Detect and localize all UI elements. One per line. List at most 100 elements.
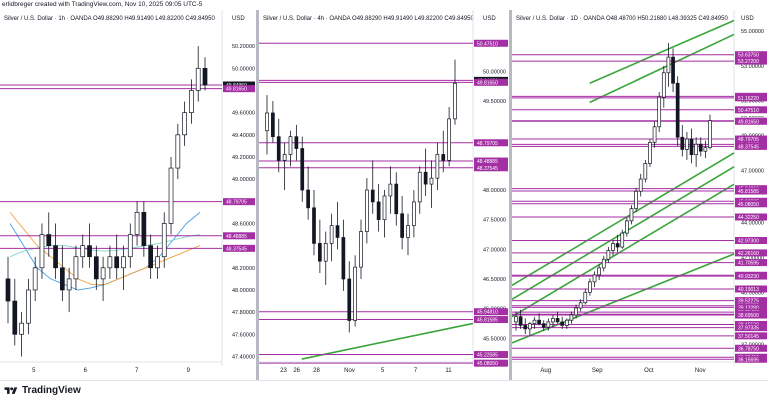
chart-header: Silver / U.S. Dollar · 1D · OANDA O48.48…: [516, 16, 728, 22]
candle-body: [694, 143, 698, 156]
y-tick-label: 40.00000: [741, 290, 764, 296]
price-level-tag: [474, 139, 508, 147]
moving-average-line: [9, 234, 201, 258]
candle-body: [685, 138, 689, 150]
price-level-tag: [735, 200, 767, 208]
y-tick-label: 44.00000: [741, 221, 764, 227]
x-tick-label: Aug: [540, 368, 551, 374]
price-level-tag: [474, 359, 508, 367]
price-level-label: 48.48885: [477, 159, 498, 165]
y-tick-label: 48.60000: [232, 221, 255, 227]
price-level-tag: [223, 232, 255, 240]
candle-body: [698, 143, 703, 152]
candle-body: [643, 163, 648, 180]
candle-body: [370, 189, 375, 203]
candle-body: [353, 266, 357, 321]
y-tick-label: 51.00000: [741, 99, 764, 105]
price-level-label: 50.47510: [738, 108, 759, 114]
price-level-label: 36.15695: [738, 357, 759, 363]
candle-body: [429, 177, 434, 185]
chart-1h-canvas[interactable]: Silver / U.S. Dollar · 1h · OANDA O49.88…: [0, 10, 256, 380]
price-level-label: 48.37545: [738, 144, 759, 150]
y-tick-label: 48.00000: [232, 288, 255, 294]
price-level-label: 50.47510: [477, 41, 498, 47]
chart-1d-canvas[interactable]: Silver / U.S. Dollar · 1D · OANDA O48.48…: [512, 10, 768, 380]
x-tick-label: 11: [445, 368, 452, 374]
candle-body: [394, 183, 399, 215]
candle-body: [306, 189, 310, 209]
x-tick-label: 7: [135, 368, 139, 374]
y-tick-label: 49.20000: [232, 155, 255, 161]
candle-body: [597, 267, 601, 276]
price-level-label: 48.37545: [226, 246, 247, 252]
price-level-tag: [735, 117, 767, 125]
tradingview-logo[interactable]: TradingView: [4, 385, 81, 396]
candle-body: [87, 245, 92, 258]
price-level-label: 37.50145: [738, 334, 759, 340]
candle-body: [276, 136, 281, 161]
candle-body: [592, 274, 597, 283]
chart-panel-1h[interactable]: Silver / U.S. Dollar · 1h · OANDA O49.88…: [0, 10, 256, 380]
candle-body: [417, 171, 422, 203]
candle-body: [376, 201, 381, 221]
candle-body: [569, 314, 574, 321]
candle-body: [675, 82, 680, 138]
chart-panel-4h[interactable]: Silver / U.S. Dollar · 4h · OANDA O49.88…: [259, 10, 509, 380]
y-tick-label: 49.00000: [232, 177, 255, 183]
candle-body: [551, 318, 555, 323]
price-level-tag: [735, 272, 767, 280]
trend-line: [512, 152, 735, 287]
candle-body: [148, 245, 154, 269]
price-level-label: 41.70595: [738, 261, 759, 267]
y-tick-label: 47.50000: [483, 218, 506, 224]
x-tick-label: Oct: [644, 368, 654, 374]
candle-body: [541, 323, 546, 328]
candle-body: [671, 56, 675, 84]
candle-body: [689, 138, 694, 156]
chart-4h-canvas[interactable]: Silver / U.S. Dollar · 4h · OANDA O49.88…: [259, 10, 509, 380]
price-level-tag: [474, 308, 508, 316]
y-tick-label: 49.50000: [483, 99, 506, 105]
candle-body: [195, 67, 201, 91]
candle-body: [46, 234, 52, 246]
y-tick-label: 53.00000: [741, 64, 764, 70]
x-tick-label: 28: [313, 368, 320, 374]
price-level-tag: [735, 332, 767, 340]
price-level-label: 45.08050: [738, 202, 759, 208]
candle-body: [680, 136, 685, 150]
candle-body: [661, 72, 666, 98]
currency-label: USD: [741, 16, 754, 22]
candle-body: [59, 267, 65, 291]
y-tick-label: 47.00000: [483, 247, 506, 253]
candle-body: [423, 171, 428, 185]
panel-divider[interactable]: [256, 10, 259, 380]
y-tick-label: 50.00000: [483, 69, 506, 75]
y-tick-label: 46.50000: [483, 277, 506, 283]
candle-body: [412, 201, 416, 226]
x-tick-label: 7: [414, 368, 418, 374]
y-tick-label: 42.00000: [741, 255, 764, 261]
panel-divider[interactable]: [509, 10, 512, 380]
chart-panel-1d[interactable]: Silver / U.S. Dollar · 1D · OANDA O48.48…: [512, 10, 768, 380]
price-level-label: 49.81650: [226, 87, 247, 93]
candle-body: [652, 126, 657, 143]
candle-body: [606, 250, 611, 260]
price-level-tag: [735, 187, 767, 195]
y-tick-label: 55.00000: [741, 29, 764, 35]
price-level-label: 48.48885: [226, 234, 247, 240]
x-tick-label: 5: [381, 368, 385, 374]
candle-body: [155, 256, 160, 269]
candle-body: [708, 120, 712, 149]
price-level-tag: [735, 51, 767, 59]
candle-body: [202, 67, 208, 86]
x-tick-label: 26: [293, 368, 300, 374]
price-level-tag: [474, 39, 508, 47]
candle-body: [359, 231, 363, 268]
y-tick-label: 49.60000: [232, 111, 255, 117]
price-level-label: 49.81650: [738, 119, 759, 125]
price-level-tag: [735, 106, 767, 114]
candle-body: [329, 225, 334, 244]
price-level-label: 49.81650: [477, 80, 498, 86]
y-tick-label: 45.50000: [483, 336, 506, 342]
candle-body: [127, 234, 133, 258]
